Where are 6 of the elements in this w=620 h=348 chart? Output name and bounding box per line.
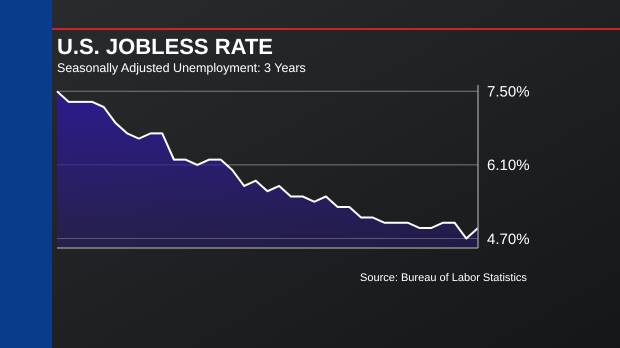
y-tick-label: 6.10% [487,157,530,174]
source-note: Source: Bureau of Labor Statistics [360,272,528,284]
chart-subtitle: Seasonally Adjusted Unemployment: 3 Years [57,61,306,75]
y-tick-label: 4.70% [487,230,530,248]
chart-title: U.S. JOBLESS RATE [57,34,273,59]
y-tick-label: 7.50% [487,84,530,101]
